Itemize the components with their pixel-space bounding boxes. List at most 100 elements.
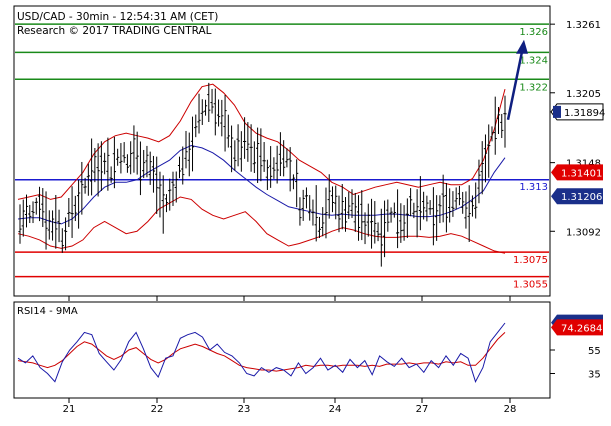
level-label: 1.326 [519, 27, 548, 38]
candle [373, 201, 377, 244]
candle [298, 197, 302, 226]
svg-text:1.31894: 1.31894 [564, 108, 605, 119]
rsi-badge-red: 74.2684 [551, 319, 603, 336]
candle [353, 192, 357, 232]
price-tick-label: 1.3148 [566, 159, 601, 170]
candle [490, 126, 494, 142]
candle [418, 176, 422, 231]
candle [500, 113, 504, 139]
candle [493, 96, 497, 155]
level-label: 1.3055 [513, 280, 548, 291]
candle [350, 189, 354, 219]
candle [142, 149, 146, 179]
level-label: 1.3075 [513, 255, 548, 266]
candle [395, 189, 400, 249]
candle [474, 182, 478, 219]
bollinger-bands [17, 83, 506, 254]
forecast-arrow-layer [506, 39, 528, 121]
candle [425, 195, 429, 222]
x-axis: 21 22 23 24 27 28 [63, 296, 516, 415]
candle [34, 197, 38, 215]
price-tick-label: 1.3205 [566, 89, 601, 100]
candle [60, 228, 64, 253]
candle [174, 171, 178, 203]
candle [483, 134, 488, 183]
candle [317, 216, 322, 239]
candle [57, 209, 61, 243]
candle [44, 191, 48, 250]
candle [50, 210, 55, 241]
candle [236, 124, 240, 167]
forecast-arrow-shaft [506, 51, 524, 121]
candle [334, 185, 338, 220]
candle [76, 180, 81, 229]
candle [428, 200, 432, 215]
candle [435, 195, 439, 241]
candle [119, 143, 123, 174]
candle [168, 178, 172, 211]
candle [363, 212, 367, 245]
candle [67, 197, 71, 228]
candle [496, 106, 501, 135]
candle [291, 174, 296, 190]
candle [301, 189, 305, 221]
candle [386, 199, 390, 232]
candle [304, 187, 309, 209]
candle [347, 191, 351, 220]
candle [197, 93, 201, 134]
candle [171, 171, 175, 206]
candle [409, 188, 413, 217]
candle [210, 88, 214, 114]
candle [86, 163, 90, 196]
candle [226, 114, 230, 148]
candle [181, 146, 185, 185]
candle [31, 201, 35, 224]
candle [265, 159, 269, 190]
candle [477, 159, 481, 204]
price-tick-label: 1.3261 [566, 20, 601, 31]
candle [337, 195, 341, 233]
candle [288, 147, 292, 192]
candle [132, 125, 136, 173]
candle [340, 184, 344, 230]
candle [503, 95, 507, 148]
candle [70, 186, 74, 238]
price-tick-label: 1.3092 [566, 227, 601, 238]
candle [376, 222, 380, 242]
candle [405, 198, 409, 239]
candlesticks [18, 82, 507, 267]
candle [233, 140, 237, 171]
candle [93, 147, 97, 183]
rsi-layer [17, 322, 506, 383]
candle [161, 175, 165, 234]
x-tick-label: 24 [329, 404, 342, 415]
price-panel [13, 5, 551, 297]
svg-text:74.2684: 74.2684 [561, 323, 602, 334]
candle [200, 99, 204, 125]
candle [223, 94, 227, 152]
level-label: 1.324 [519, 55, 548, 66]
rsi-axis: 553578.347174.2684 [550, 314, 603, 381]
x-tick-label: 21 [63, 404, 76, 415]
candle [285, 148, 289, 168]
candle [239, 131, 243, 172]
candle [470, 195, 475, 217]
candle [402, 205, 406, 241]
candle [467, 185, 471, 243]
candle [324, 187, 328, 239]
candle [242, 117, 247, 159]
candle [90, 138, 94, 196]
candle [229, 125, 234, 173]
candle [249, 124, 253, 172]
candle [99, 141, 103, 191]
candle [177, 156, 182, 179]
candle [412, 202, 416, 219]
candle [116, 148, 120, 166]
candle [203, 99, 208, 116]
candle [125, 154, 130, 173]
candle [145, 145, 149, 178]
candle [431, 187, 435, 246]
candle [21, 199, 25, 237]
svg-text:1.31206: 1.31206 [561, 192, 602, 203]
